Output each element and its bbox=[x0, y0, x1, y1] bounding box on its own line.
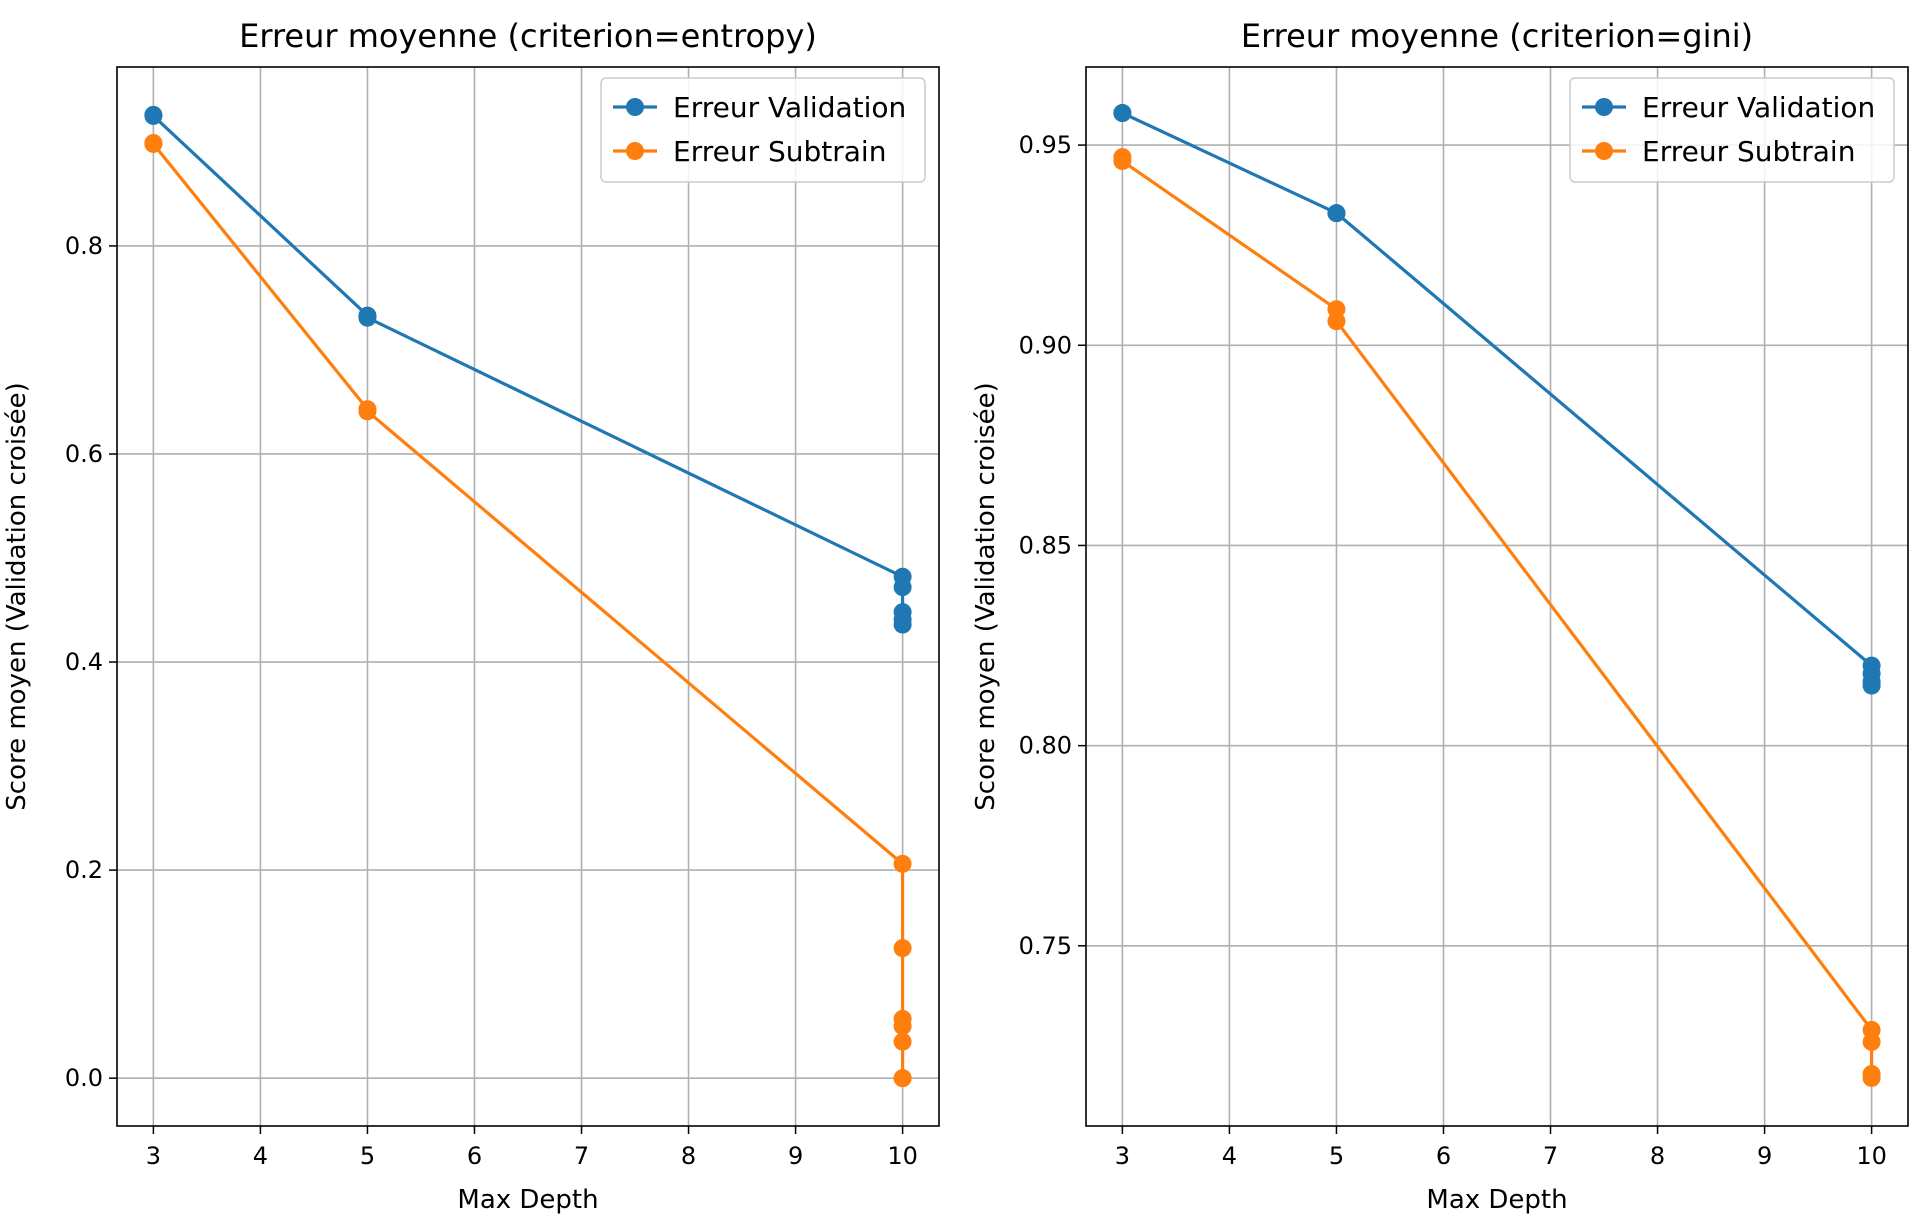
y-tick-label: 0.4 bbox=[65, 648, 103, 676]
data-point bbox=[893, 854, 912, 873]
data-point bbox=[1327, 204, 1346, 223]
data-point bbox=[1862, 1032, 1881, 1051]
x-tick-label: 10 bbox=[887, 1142, 918, 1170]
x-tick-label: 5 bbox=[1329, 1142, 1344, 1170]
y-axis-label: Score moyen (Validation croisée) bbox=[971, 382, 1001, 810]
data-point bbox=[358, 308, 377, 327]
chart-title: Erreur moyenne (criterion=entropy) bbox=[239, 17, 817, 55]
legend: Erreur Validation Erreur Subtrain bbox=[1569, 77, 1895, 183]
x-tick-label: 7 bbox=[1543, 1142, 1558, 1170]
axes-frame bbox=[116, 66, 940, 1127]
y-tick-label: 0.8 bbox=[65, 232, 103, 260]
data-point bbox=[893, 1017, 912, 1036]
y-tick-label: 0.2 bbox=[65, 856, 103, 884]
series-line-1 bbox=[1121, 111, 1874, 686]
data-point bbox=[893, 1032, 912, 1051]
x-tick-label: 5 bbox=[360, 1142, 375, 1170]
chart-panel-2: 3 4 5 6 7 8 9 10 0.75 0.80 0.85 0.90 0.95 Erreur moye… bbox=[971, 17, 1909, 1215]
data-point bbox=[144, 106, 163, 125]
x-axis-label: Max Depth bbox=[1426, 1185, 1567, 1215]
x-tick-label: 6 bbox=[467, 1142, 482, 1170]
y-tick-label: 0.85 bbox=[1019, 531, 1072, 559]
y-tick-label: 0.6 bbox=[65, 440, 103, 468]
data-point bbox=[1113, 152, 1132, 171]
x-tick-label: 7 bbox=[574, 1142, 589, 1170]
legend-label: Erreur Subtrain bbox=[673, 135, 886, 168]
chart-panel-1: 3 4 5 6 7 8 9 10 0.0 0.2 0.4 0.6 0.8 Erreur moyenne (… bbox=[2, 17, 940, 1215]
y-axis-label: Score moyen (Validation croisée) bbox=[2, 382, 32, 810]
series-line-2 bbox=[151, 142, 905, 1079]
x-tick-label: 3 bbox=[146, 1142, 161, 1170]
legend-label: Erreur Subtrain bbox=[1642, 135, 1855, 168]
x-tick-label: 4 bbox=[1222, 1142, 1237, 1170]
legend-marker bbox=[626, 98, 644, 116]
axes-frame bbox=[1085, 66, 1909, 1127]
x-tick-label: 8 bbox=[1650, 1142, 1665, 1170]
x-tick-label: 9 bbox=[788, 1142, 803, 1170]
legend-box bbox=[1569, 77, 1895, 183]
legend: Erreur Validation Erreur Subtrain bbox=[600, 77, 926, 183]
data-point bbox=[358, 402, 377, 421]
legend-marker bbox=[1595, 98, 1613, 116]
data-point bbox=[893, 578, 912, 597]
y-tick-label: 0.90 bbox=[1019, 331, 1072, 359]
x-tick-label: 8 bbox=[681, 1142, 696, 1170]
y-tick-label: 0.75 bbox=[1019, 932, 1072, 960]
x-tick-label: 6 bbox=[1436, 1142, 1451, 1170]
data-point bbox=[1862, 1068, 1881, 1087]
x-tick-label: 9 bbox=[1757, 1142, 1772, 1170]
x-tick-label: 4 bbox=[253, 1142, 268, 1170]
data-point bbox=[893, 939, 912, 958]
legend-label: Erreur Validation bbox=[1642, 91, 1875, 124]
data-point bbox=[1113, 104, 1132, 123]
y-tick-label: 0.95 bbox=[1019, 131, 1072, 159]
data-point bbox=[1862, 676, 1881, 695]
x-axis-label: Max Depth bbox=[457, 1185, 598, 1215]
series-line-2 bbox=[1120, 157, 1874, 1078]
y-tick-label: 0.0 bbox=[65, 1064, 103, 1092]
chart-title: Erreur moyenne (criterion=gini) bbox=[1241, 17, 1753, 55]
data-point bbox=[893, 615, 912, 634]
legend-label: Erreur Validation bbox=[673, 91, 906, 124]
x-tick-label: 10 bbox=[1856, 1142, 1887, 1170]
legend-marker bbox=[1595, 142, 1613, 160]
y-tick-label: 0.80 bbox=[1019, 732, 1072, 760]
data-point bbox=[144, 134, 163, 153]
x-tick-label: 3 bbox=[1115, 1142, 1130, 1170]
data-point bbox=[1327, 312, 1346, 331]
legend-marker bbox=[626, 142, 644, 160]
legend-box bbox=[600, 77, 926, 183]
data-point bbox=[893, 1069, 912, 1088]
